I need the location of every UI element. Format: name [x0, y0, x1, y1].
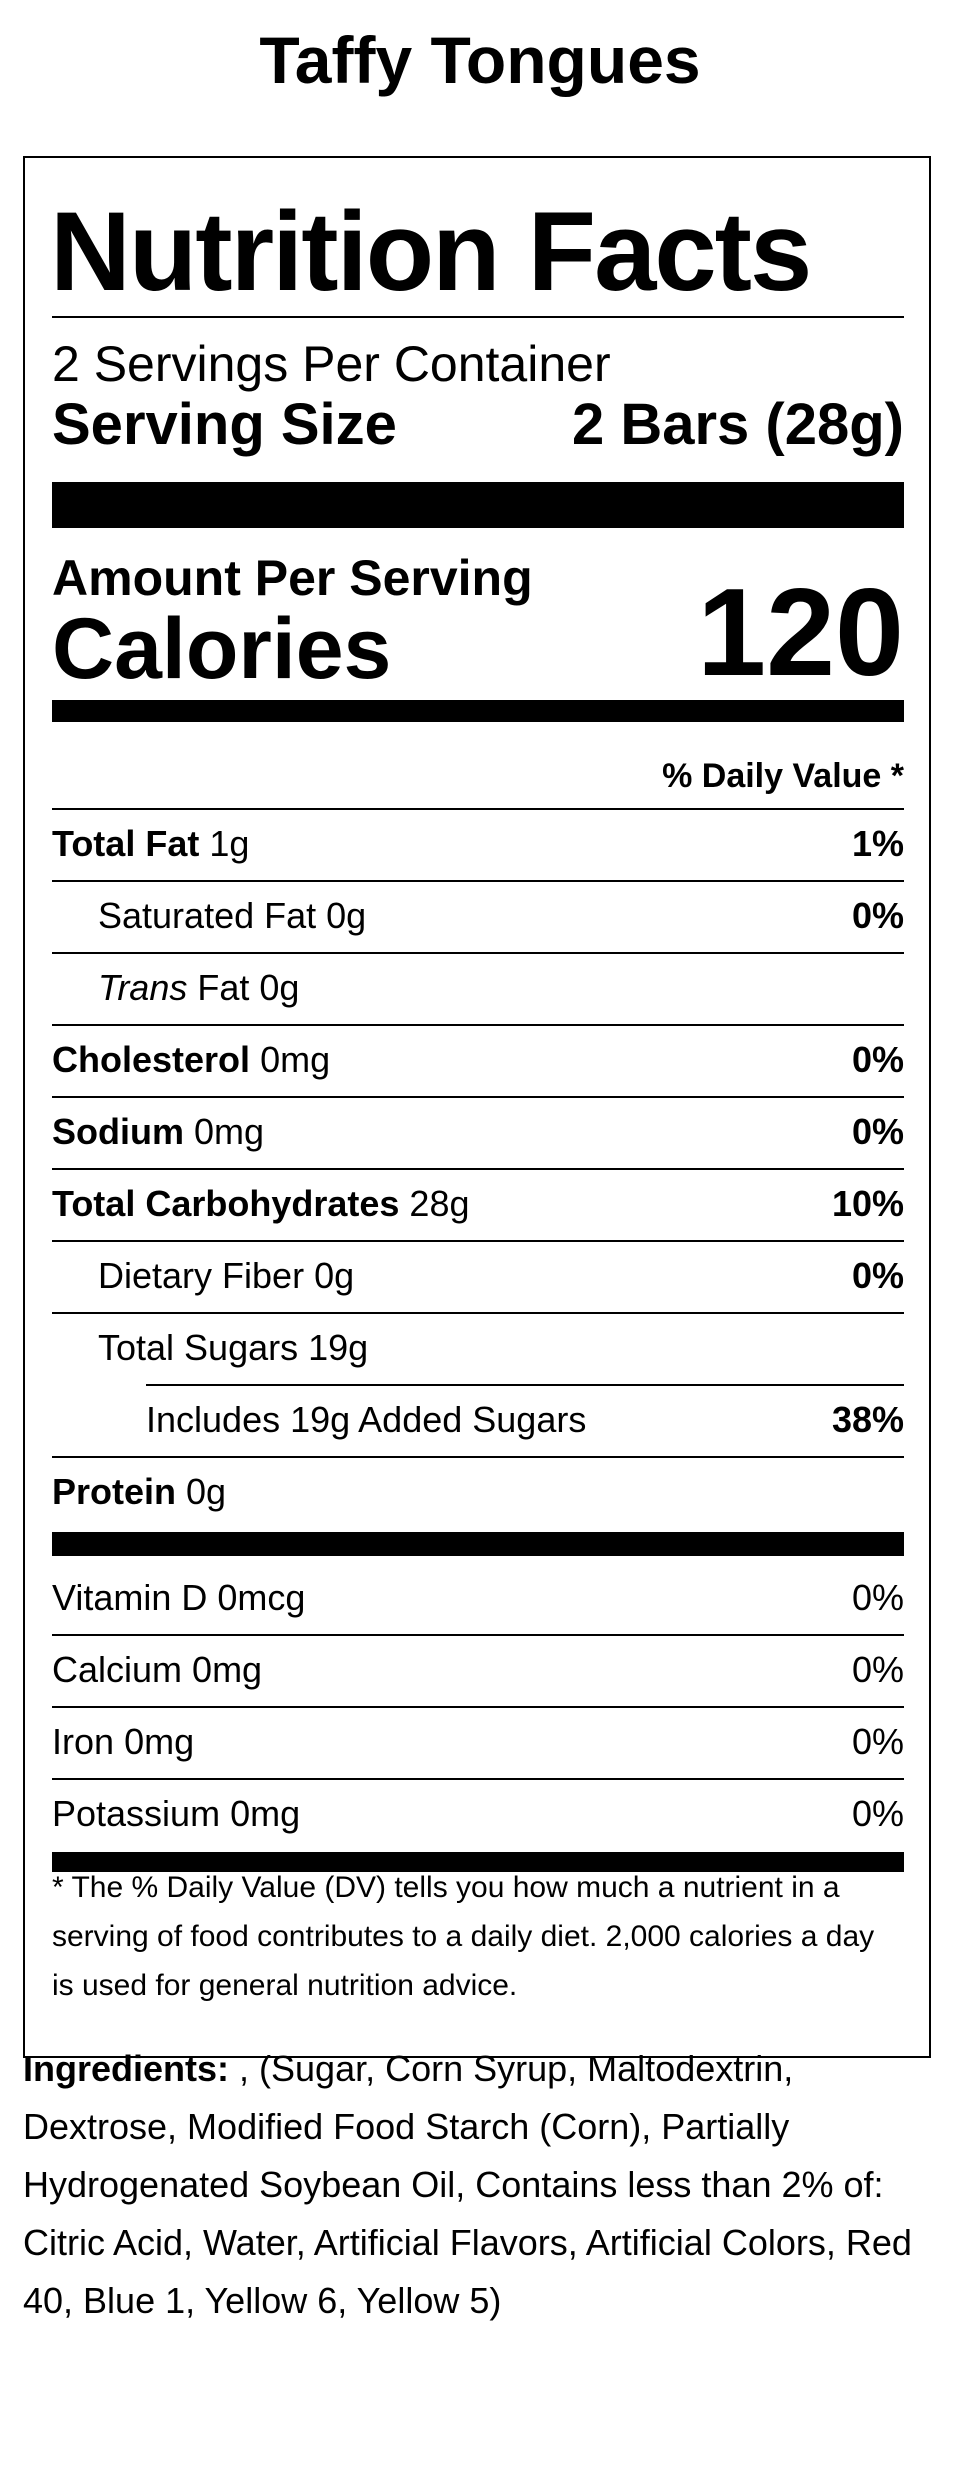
nutrient-dv: 0%	[851, 1255, 904, 1296]
divider	[52, 1312, 904, 1314]
nutrient-row-dietary-fiber: Dietary Fiber 0g 0%	[52, 1240, 904, 1312]
nutrient-row-trans-fat: Trans Fat 0g	[52, 952, 904, 1024]
thick-divider	[52, 700, 904, 722]
thick-divider	[52, 1852, 904, 1872]
nutrient-row-added-sugars: Includes 19g Added Sugars 38%	[52, 1384, 904, 1456]
thick-divider	[52, 482, 904, 528]
ingredients-text: , (Sugar, Corn Syrup, Maltodextrin, Dext…	[23, 2048, 912, 2321]
divider	[52, 1024, 904, 1026]
product-name: Taffy Tongues	[259, 23, 701, 97]
divider	[52, 316, 904, 318]
nutrient-name: Cholesterol 0mg	[52, 1039, 331, 1080]
divider	[52, 1456, 904, 1458]
nutrient-dv: 1%	[851, 823, 904, 864]
nutrient-dv: 38%	[831, 1399, 904, 1440]
nutrient-dv: 10%	[831, 1183, 904, 1224]
serving-size-label: Serving Size	[52, 392, 397, 457]
nutrient-row-saturated-fat: Saturated Fat 0g 0%	[52, 880, 904, 952]
daily-value-footnote: * The % Daily Value (DV) tells you how m…	[52, 1871, 875, 2002]
servings-per-container: 2 Servings Per Container	[52, 336, 611, 392]
divider	[52, 1706, 904, 1708]
vitamin-name: Calcium 0mg	[52, 1649, 263, 1690]
nutrient-name: Sodium 0mg	[52, 1111, 265, 1152]
nutrient-row-total-fat: Total Fat 1g 1%	[52, 808, 904, 880]
daily-value-header: % Daily Value *	[662, 757, 904, 795]
serving-size-value: 2 Bars (28g)	[571, 392, 904, 457]
nutrient-name: Includes 19g Added Sugars	[146, 1399, 587, 1440]
nutrient-row-total-sugars: Total Sugars 19g	[52, 1312, 904, 1384]
divider	[52, 1778, 904, 1780]
vitamin-dv: 0%	[851, 1577, 904, 1618]
nutrient-name: Total Carbohydrates 28g	[52, 1183, 470, 1224]
divider	[52, 808, 904, 810]
divider	[52, 1240, 904, 1242]
nutrition-facts-label: Nutrition Facts 2 Servings Per Container…	[23, 156, 931, 2058]
amount-per-serving: Amount Per Serving	[52, 550, 533, 606]
ingredients-label: Ingredients:	[23, 2048, 230, 2089]
divider	[52, 1634, 904, 1636]
nutrient-name: Total Fat 1g	[52, 823, 250, 864]
vitamin-row-potassium: Potassium 0mg 0%	[52, 1778, 904, 1850]
nutrient-dv: 0%	[851, 895, 904, 936]
vitamin-dv: 0%	[851, 1649, 904, 1690]
nutrient-row-total-carbohydrates: Total Carbohydrates 28g 10%	[52, 1168, 904, 1240]
divider	[52, 1168, 904, 1170]
vitamin-name: Potassium 0mg	[52, 1793, 301, 1834]
nutrient-name: Trans Fat 0g	[98, 967, 300, 1008]
nutrient-name: Total Sugars 19g	[98, 1327, 369, 1368]
nutrient-dv: 0%	[851, 1111, 904, 1152]
vitamin-row-iron: Iron 0mg 0%	[52, 1706, 904, 1778]
vitamin-name: Vitamin D 0mcg	[52, 1577, 306, 1618]
vitamin-row-vitamin-d: Vitamin D 0mcg 0%	[52, 1562, 904, 1634]
divider	[52, 1096, 904, 1098]
divider	[52, 952, 904, 954]
calories-value: 120	[697, 564, 904, 702]
nutrient-dv: 0%	[851, 1039, 904, 1080]
vitamin-dv: 0%	[851, 1793, 904, 1834]
nutrition-facts-title: Nutrition Facts	[50, 189, 812, 314]
divider	[146, 1384, 904, 1386]
thick-divider	[52, 1532, 904, 1556]
serving-size-row: Serving Size 2 Bars (28g)	[52, 392, 904, 458]
calories-label: Calories	[52, 601, 392, 697]
vitamin-dv: 0%	[851, 1721, 904, 1762]
nutrient-row-cholesterol: Cholesterol 0mg 0%	[52, 1024, 904, 1096]
divider	[52, 880, 904, 882]
nutrient-row-protein: Protein 0g	[52, 1456, 904, 1528]
vitamin-row-calcium: Calcium 0mg 0%	[52, 1634, 904, 1706]
label-inner: Nutrition Facts 2 Servings Per Container…	[50, 158, 904, 2056]
ingredients: Ingredients: , (Sugar, Corn Syrup, Malto…	[23, 2040, 923, 2330]
nutrient-name: Protein 0g	[52, 1471, 227, 1512]
nutrient-name: Saturated Fat 0g	[98, 895, 367, 936]
nutrient-row-sodium: Sodium 0mg 0%	[52, 1096, 904, 1168]
vitamin-name: Iron 0mg	[52, 1721, 195, 1762]
nutrient-name: Dietary Fiber 0g	[98, 1255, 355, 1296]
